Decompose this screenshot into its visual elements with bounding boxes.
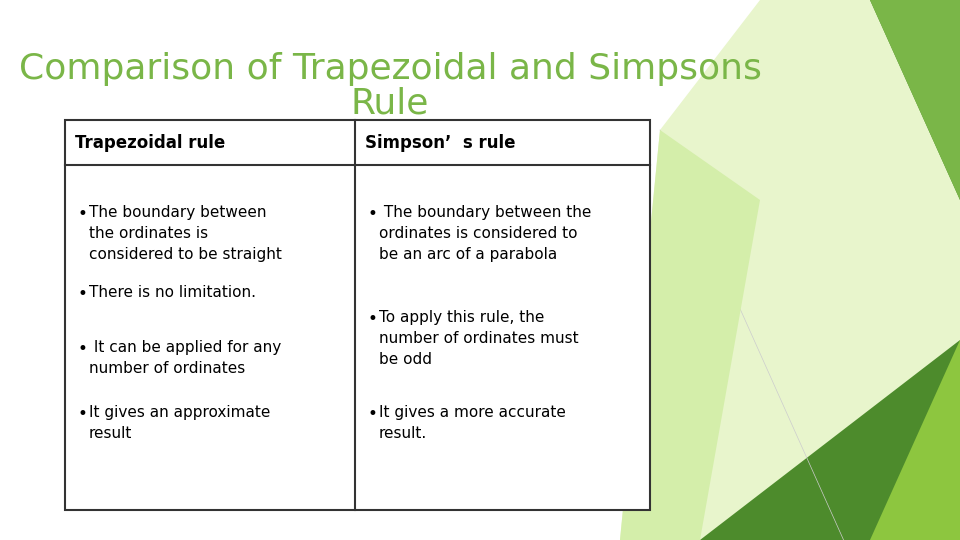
Text: •: • [367,405,377,423]
Text: •: • [367,310,377,328]
Polygon shape [700,180,960,540]
Text: •: • [77,405,86,423]
Text: It gives a more accurate
result.: It gives a more accurate result. [379,405,565,441]
Text: It can be applied for any
number of ordinates: It can be applied for any number of ordi… [89,340,281,376]
Text: •: • [77,285,86,303]
Polygon shape [620,130,760,540]
Text: •: • [77,340,86,358]
Text: The boundary between
the ordinates is
considered to be straight: The boundary between the ordinates is co… [89,205,282,262]
Bar [65,120,650,510]
Polygon shape [670,0,960,540]
Text: Comparison of Trapezoidal and Simpsons: Comparison of Trapezoidal and Simpsons [18,52,761,86]
Text: To apply this rule, the
number of ordinates must
be odd: To apply this rule, the number of ordina… [379,310,579,367]
Polygon shape [700,0,960,540]
Text: •: • [77,205,86,223]
Text: Trapezoidal rule: Trapezoidal rule [75,133,226,152]
Text: There is no limitation.: There is no limitation. [89,285,256,300]
Polygon shape [870,0,960,200]
Text: It gives an approximate
result: It gives an approximate result [89,405,271,441]
Text: Simpson’  s rule: Simpson’ s rule [365,133,516,152]
Text: •: • [367,205,377,223]
Polygon shape [620,0,960,540]
Text: Rule: Rule [350,86,429,120]
Text: The boundary between the
ordinates is considered to
be an arc of a parabola: The boundary between the ordinates is co… [379,205,591,262]
